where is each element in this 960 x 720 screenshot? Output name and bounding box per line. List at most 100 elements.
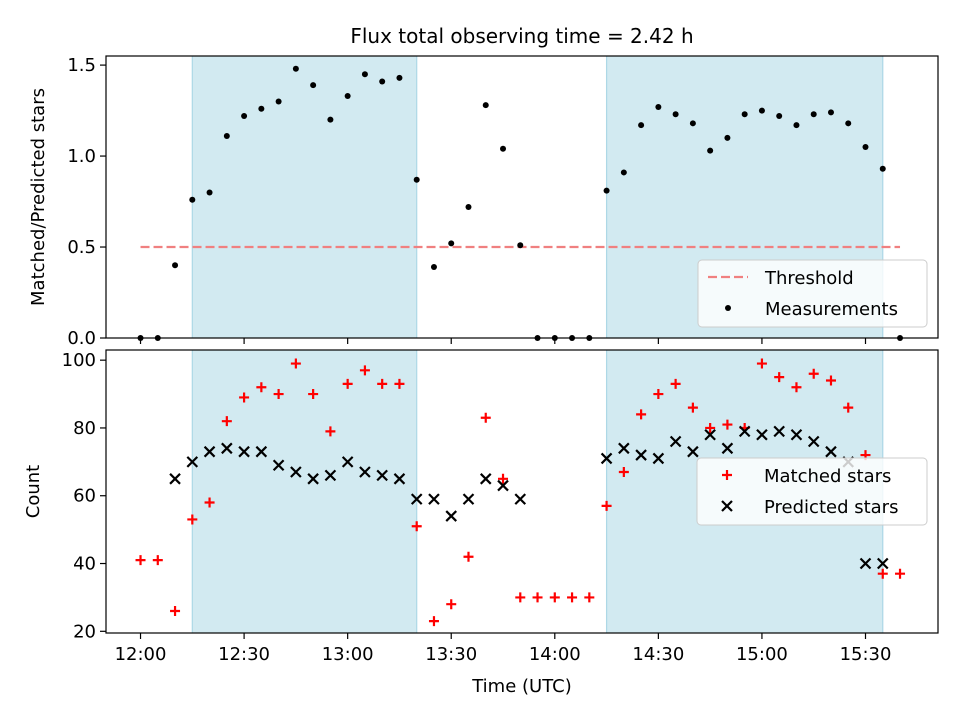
- measurement-point: [517, 242, 524, 249]
- matched-star-point: [308, 389, 319, 400]
- legend-box: [697, 259, 928, 328]
- predicted-star-point: [186, 456, 199, 468]
- measurement-point: [189, 196, 196, 203]
- y-axis-label: Count: [23, 465, 44, 518]
- predicted-star-point: [825, 445, 837, 458]
- y-tick-label: 80: [73, 418, 96, 439]
- measurement-point: [327, 116, 334, 123]
- matched-star-point: [239, 392, 250, 403]
- measurement-point: [344, 93, 351, 100]
- legend-measurements-swatch: [725, 305, 731, 311]
- matched-star-point: [687, 402, 698, 413]
- predicted-star-point: [687, 445, 699, 458]
- matched-star-point: [463, 551, 474, 562]
- measurement-point: [879, 165, 886, 172]
- measurement-point: [292, 65, 299, 72]
- predicted-star-point: [704, 428, 716, 441]
- predicted-star-point: [290, 466, 302, 478]
- measurement-point: [776, 113, 783, 120]
- matched-star-point: [152, 555, 163, 566]
- predicted-star-point: [876, 557, 889, 570]
- legend-threshold-label: Threshold: [764, 268, 854, 289]
- measurement-point: [620, 169, 627, 176]
- matched-star-point: [756, 358, 767, 369]
- predicted-star-point: [462, 493, 475, 505]
- matched-star-point: [722, 419, 733, 430]
- predicted-star-point: [393, 473, 406, 485]
- matched-star-point: [187, 514, 198, 525]
- matched-star-point: [601, 500, 612, 511]
- predicted-star-point: [255, 445, 268, 458]
- measurement-point: [845, 120, 852, 127]
- predicted-star-point: [307, 473, 319, 485]
- x-tick-label: 15:30: [840, 644, 892, 665]
- legend-matched-label: Matched stars: [764, 466, 891, 487]
- predicted-star-point: [238, 445, 250, 458]
- measurement-point: [379, 78, 386, 85]
- matched-star-point: [428, 616, 439, 627]
- x-tick-label: 12:00: [115, 644, 167, 665]
- predicted-star-point: [790, 428, 803, 441]
- y-tick-label: 100: [62, 350, 96, 371]
- predicted-star-point: [652, 452, 665, 465]
- matched-star-point: [342, 378, 353, 389]
- measurement-point: [689, 120, 696, 127]
- count-panel: 20 40 60 80 100 12:00 12:30 13:00 13:30 14:00 14:3…: [23, 349, 939, 697]
- measurement-point: [310, 82, 317, 89]
- measurement-point: [603, 187, 610, 194]
- matched-star-point: [273, 389, 284, 400]
- predicted-star-point: [756, 428, 768, 441]
- matched-star-point: [498, 473, 509, 484]
- measurement-point: [862, 143, 869, 150]
- measurement-point: [172, 262, 179, 269]
- matched-star-point: [290, 358, 301, 369]
- measurement-point: [810, 111, 817, 118]
- matched-star-point: [359, 365, 370, 376]
- x-tick-label: 12:30: [218, 644, 270, 665]
- matched-star-point: [895, 568, 906, 579]
- measurement-point: [241, 113, 248, 120]
- matched-star-point: [653, 389, 664, 400]
- matched-star-point: [705, 422, 716, 433]
- measurement-point: [206, 189, 213, 196]
- matched-star-point: [567, 592, 578, 603]
- measurement-point: [724, 134, 731, 141]
- matched-star-point: [843, 402, 854, 413]
- legend-box: [696, 457, 928, 526]
- predicted-star-point: [859, 557, 872, 570]
- measurement-point: [758, 107, 765, 114]
- matched-star-point: [221, 416, 232, 427]
- predicted-star-point: [600, 452, 613, 465]
- predicted-star-point: [497, 479, 509, 492]
- predicted-star-point: [428, 493, 440, 505]
- legend-predicted-label: Predicted stars: [764, 497, 898, 518]
- y-tick-label: 1.5: [67, 55, 96, 76]
- predicted-star-point: [618, 442, 630, 455]
- matched-star-point: [636, 409, 647, 420]
- measurement-point: [482, 102, 489, 109]
- matched-star-point: [532, 592, 543, 603]
- predicted-star-point: [341, 456, 354, 468]
- x-tick-label: 13:00: [322, 644, 374, 665]
- matched-star-point: [549, 592, 560, 603]
- measurement-point: [638, 122, 645, 129]
- matched-star-point: [377, 378, 388, 389]
- matched-star-point: [877, 568, 888, 579]
- y-tick-label: 60: [73, 486, 96, 507]
- measurement-point: [361, 71, 368, 78]
- predicted-star-point: [203, 445, 216, 458]
- predicted-star-point: [514, 493, 527, 505]
- measurement-point: [430, 264, 437, 271]
- measurement-point: [413, 176, 420, 183]
- matched-star-point: [256, 382, 267, 393]
- predicted-star-point: [773, 425, 785, 438]
- plot-frame: [105, 55, 939, 339]
- predicted-star-point: [635, 449, 647, 461]
- measurement-point: [223, 133, 230, 140]
- predicted-star-point: [410, 493, 423, 505]
- measurement-point: [396, 74, 403, 81]
- matched-star-point: [135, 555, 146, 566]
- legend-predicted-swatch: [721, 500, 733, 512]
- x-axis-label: Time (UTC): [471, 676, 572, 697]
